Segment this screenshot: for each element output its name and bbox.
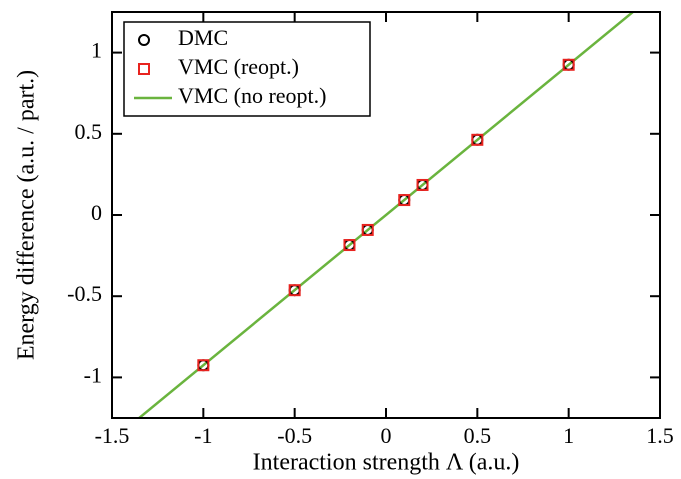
point [471, 133, 484, 146]
y-axis-label: Energy difference (a.u. / part.) [14, 70, 40, 360]
legend-box [123, 21, 371, 117]
x-axis-label: Interaction strength Λ (a.u.) [253, 450, 520, 476]
y-tick-label: 1 [91, 38, 102, 63]
point [288, 284, 301, 297]
y-tick-label: -1 [84, 362, 102, 387]
x-tick-label: -1.5 [95, 423, 130, 448]
point [343, 239, 356, 252]
point [361, 223, 374, 236]
y-tick-label: 0 [91, 200, 102, 225]
legend-label: VMC (no reopt.) [178, 83, 326, 108]
x-tick-label: 0 [381, 423, 392, 448]
fit-line [137, 12, 635, 418]
x-tick-label: 1 [563, 423, 574, 448]
point [398, 194, 411, 207]
x-tick-label: 0.5 [464, 423, 492, 448]
point [197, 359, 210, 372]
y-tick-label: 0.5 [75, 119, 103, 144]
point [416, 178, 429, 191]
legend-label: DMC [178, 25, 228, 50]
point [562, 58, 575, 71]
plot-area [137, 12, 635, 418]
x-tick-label: 1.5 [646, 423, 674, 448]
legend-marker [138, 63, 150, 75]
y-tick-label: -0.5 [67, 281, 102, 306]
x-tick-label: -1 [194, 423, 212, 448]
legend-marker [138, 34, 150, 46]
legend-label: VMC (reopt.) [178, 54, 299, 79]
x-tick-label: -0.5 [277, 423, 312, 448]
